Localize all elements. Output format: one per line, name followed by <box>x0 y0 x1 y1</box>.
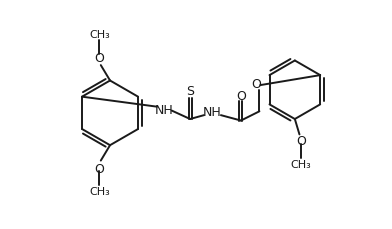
Text: CH₃: CH₃ <box>89 30 110 40</box>
Text: O: O <box>251 78 261 91</box>
Text: NH: NH <box>202 105 221 118</box>
Text: S: S <box>186 85 194 98</box>
Text: CH₃: CH₃ <box>89 187 110 196</box>
Text: NH: NH <box>154 104 173 117</box>
Text: O: O <box>94 162 104 175</box>
Text: CH₃: CH₃ <box>290 159 311 169</box>
Text: O: O <box>236 90 246 103</box>
Text: O: O <box>94 52 104 65</box>
Text: O: O <box>296 134 306 147</box>
